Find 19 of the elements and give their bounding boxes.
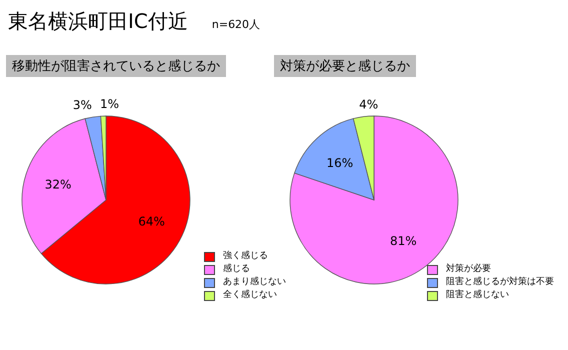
legend-label: 阻害と感じない bbox=[446, 289, 509, 302]
legend-label: 強く感じる bbox=[223, 250, 268, 263]
text: n=620人 bbox=[212, 17, 260, 32]
data-label: 16% bbox=[326, 156, 354, 170]
pie-slice bbox=[294, 118, 374, 200]
data-label: 1% bbox=[100, 97, 120, 112]
data-label: 81% bbox=[390, 234, 417, 248]
data-label: 3% bbox=[72, 98, 92, 112]
legend-label: 感じる bbox=[223, 263, 250, 276]
legend-label: あまり感じない bbox=[223, 276, 286, 289]
legend-label: 全く感じない bbox=[223, 289, 277, 302]
chart-title: 対策が必要と感じるか bbox=[274, 55, 416, 77]
legend-label: 阻害と感じるが対策は不要 bbox=[446, 276, 554, 289]
chart-title: 移動性が阻害されていると感じるか bbox=[6, 55, 226, 77]
legend-label: 対策が必要 bbox=[446, 263, 491, 276]
data-label: 4% bbox=[359, 98, 378, 112]
text: 東名横浜町田IC付近 bbox=[8, 8, 188, 35]
data-label: 32% bbox=[44, 177, 72, 192]
data-label: 64% bbox=[138, 214, 165, 228]
